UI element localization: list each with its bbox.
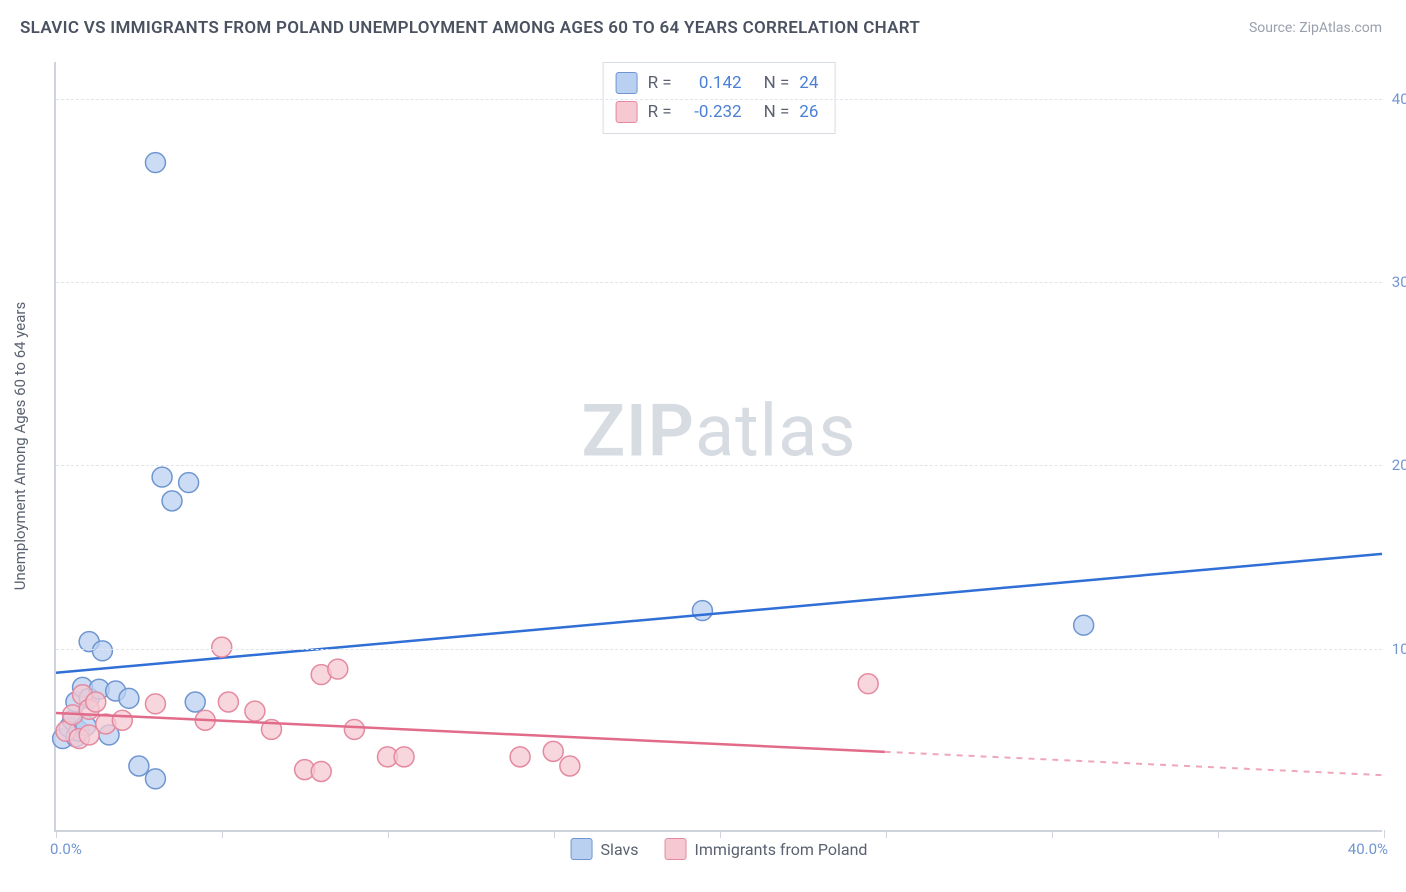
x-tick-label-min: 0.0% <box>50 840 82 858</box>
scatter-point <box>394 747 414 767</box>
bottom-legend: Slavs Immigrants from Poland <box>571 838 868 860</box>
x-tick <box>222 830 223 838</box>
legend-swatch <box>616 72 638 94</box>
scatter-point <box>86 692 106 712</box>
r-value: -0.232 <box>682 98 742 127</box>
legend-label: Immigrants from Poland <box>695 840 868 859</box>
x-tick <box>720 830 721 838</box>
x-tick <box>56 830 57 838</box>
n-value: 24 <box>799 69 818 98</box>
legend-label: Slavs <box>601 840 639 859</box>
plot-area: ZIPatlas R =0.142N =24R =-0.232N =26 Sla… <box>54 62 1382 832</box>
scatter-point <box>560 756 580 776</box>
scatter-point <box>245 701 265 721</box>
scatter-point <box>179 473 199 493</box>
y-axis-label: Unemployment Among Ages 60 to 64 years <box>11 302 29 590</box>
legend-item: Immigrants from Poland <box>665 838 868 860</box>
gridline-h <box>56 465 1382 466</box>
scatter-point <box>858 674 878 694</box>
gridline-h <box>56 99 1382 100</box>
scatter-point <box>152 467 172 487</box>
y-tick-label: 20.0% <box>1392 456 1406 474</box>
x-tick <box>1218 830 1219 838</box>
source-attribution: Source: ZipAtlas.com <box>1249 20 1382 36</box>
r-label: R = <box>648 69 672 98</box>
r-label: R = <box>648 98 672 127</box>
scatter-point <box>145 769 165 789</box>
scatter-point <box>218 692 238 712</box>
x-tick <box>388 830 389 838</box>
scatter-point <box>344 719 364 739</box>
x-tick-label-max: 40.0% <box>1348 840 1388 858</box>
regression-line-extrapolated <box>885 752 1382 775</box>
r-value: 0.142 <box>682 69 742 98</box>
scatter-point <box>162 491 182 511</box>
scatter-point <box>543 741 563 761</box>
scatter-point <box>129 756 149 776</box>
scatter-point <box>311 762 331 782</box>
y-tick-label: 10.0% <box>1392 640 1406 658</box>
y-tick-label: 40.0% <box>1392 90 1406 108</box>
scatter-point <box>328 659 348 679</box>
scatter-point <box>119 688 139 708</box>
scatter-point <box>92 641 112 661</box>
scatter-point <box>212 637 232 657</box>
x-tick <box>886 830 887 838</box>
n-label: N = <box>764 98 790 127</box>
scatter-point <box>112 710 132 730</box>
scatter-point <box>692 601 712 621</box>
gridline-h <box>56 649 1382 650</box>
scatter-point <box>185 692 205 712</box>
y-tick-label: 30.0% <box>1392 273 1406 291</box>
n-value: 26 <box>799 98 818 127</box>
n-label: N = <box>764 69 790 98</box>
x-tick <box>554 830 555 838</box>
gridline-h <box>56 282 1382 283</box>
stats-row: R = -0.232 N = 26 <box>616 98 819 127</box>
stats-row: R = 0.142 N = 24 <box>616 69 819 98</box>
legend-swatch <box>665 838 687 860</box>
legend-item: Slavs <box>571 838 639 860</box>
scatter-point <box>145 694 165 714</box>
chart-svg <box>56 62 1382 830</box>
x-tick <box>1052 830 1053 838</box>
chart-title: SLAVIC VS IMMIGRANTS FROM POLAND UNEMPLO… <box>20 18 920 38</box>
scatter-point <box>510 747 530 767</box>
regression-line <box>56 554 1382 673</box>
x-tick <box>1384 830 1385 838</box>
legend-swatch <box>571 838 593 860</box>
scatter-point <box>145 153 165 173</box>
regression-line <box>56 713 885 752</box>
scatter-point <box>1074 615 1094 635</box>
legend-swatch <box>616 101 638 123</box>
